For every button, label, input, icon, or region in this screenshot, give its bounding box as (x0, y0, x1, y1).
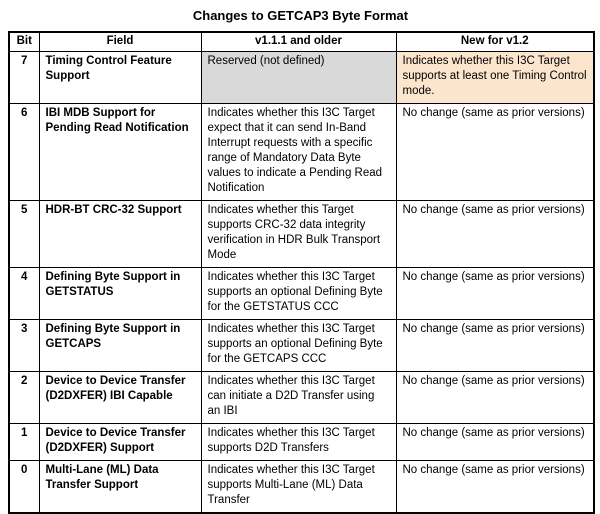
new-behavior-cell: No change (same as prior versions) (395, 371, 595, 424)
bit-cell: 7 (8, 51, 40, 104)
column-header-field: Field (38, 31, 202, 52)
old-behavior-cell: Indicates whether this Target supports C… (200, 200, 397, 268)
bit-cell: 5 (8, 200, 40, 268)
old-behavior-cell: Indicates whether this I3C Target suppor… (200, 460, 397, 514)
field-cell: Multi-Lane (ML) Data Transfer Support (38, 460, 202, 514)
new-behavior-cell: No change (same as prior versions) (395, 267, 595, 320)
table-row-bit2: 2 Device to Device Transfer (D2DXFER) IB… (8, 371, 595, 424)
table-row-bit1: 1 Device to Device Transfer (D2DXFER) Su… (8, 423, 595, 461)
bit-cell: 0 (8, 460, 40, 514)
new-behavior-cell: No change (same as prior versions) (395, 200, 595, 268)
new-behavior-cell: No change (same as prior versions) (395, 423, 595, 461)
getcap3-byte-format-table: Bit Field v1.1.1 and older New for v1.2 … (8, 31, 595, 514)
field-cell: Defining Byte Support in GETSTATUS (38, 267, 202, 320)
field-cell: Defining Byte Support in GETCAPS (38, 319, 202, 372)
new-behavior-cell: No change (same as prior versions) (395, 103, 595, 201)
new-behavior-cell: No change (same as prior versions) (395, 319, 595, 372)
page-title: Changes to GETCAP3 Byte Format (192, 8, 409, 23)
field-cell: Timing Control Feature Support (38, 51, 202, 104)
table-row-bit5: 5 HDR-BT CRC-32 Support Indicates whethe… (8, 200, 595, 268)
column-header-old: v1.1.1 and older (200, 31, 397, 52)
field-cell: IBI MDB Support for Pending Read Notific… (38, 103, 202, 201)
bit-cell: 2 (8, 371, 40, 424)
bit-cell: 3 (8, 319, 40, 372)
column-header-new: New for v1.2 (395, 31, 595, 52)
field-cell: Device to Device Transfer (D2DXFER) IBI … (38, 371, 202, 424)
column-header-bit: Bit (8, 31, 40, 52)
bit-cell: 1 (8, 423, 40, 461)
field-cell: Device to Device Transfer (D2DXFER) Supp… (38, 423, 202, 461)
bit-cell: 6 (8, 103, 40, 201)
table-row-bit3: 3 Defining Byte Support in GETCAPS Indic… (8, 319, 595, 372)
table-row-bit6: 6 IBI MDB Support for Pending Read Notif… (8, 103, 595, 201)
old-behavior-cell: Indicates whether this I3C Target expect… (200, 103, 397, 201)
old-behavior-cell: Reserved (not defined) (200, 51, 397, 104)
new-behavior-cell: Indicates whether this I3C Target suppor… (395, 51, 595, 104)
bit-cell: 4 (8, 267, 40, 320)
old-behavior-cell: Indicates whether this I3C Target suppor… (200, 267, 397, 320)
table-row-bit4: 4 Defining Byte Support in GETSTATUS Ind… (8, 267, 595, 320)
field-cell: HDR-BT CRC-32 Support (38, 200, 202, 268)
old-behavior-cell: Indicates whether this I3C Target suppor… (200, 319, 397, 372)
new-behavior-cell: No change (same as prior versions) (395, 460, 595, 514)
table-row-bit0: 0 Multi-Lane (ML) Data Transfer Support … (8, 460, 595, 514)
table-row-bit7: 7 Timing Control Feature Support Reserve… (8, 51, 595, 104)
old-behavior-cell: Indicates whether this I3C Target can in… (200, 371, 397, 424)
old-behavior-cell: Indicates whether this I3C Target suppor… (200, 423, 397, 461)
header-row: Bit Field v1.1.1 and older New for v1.2 (8, 31, 595, 52)
